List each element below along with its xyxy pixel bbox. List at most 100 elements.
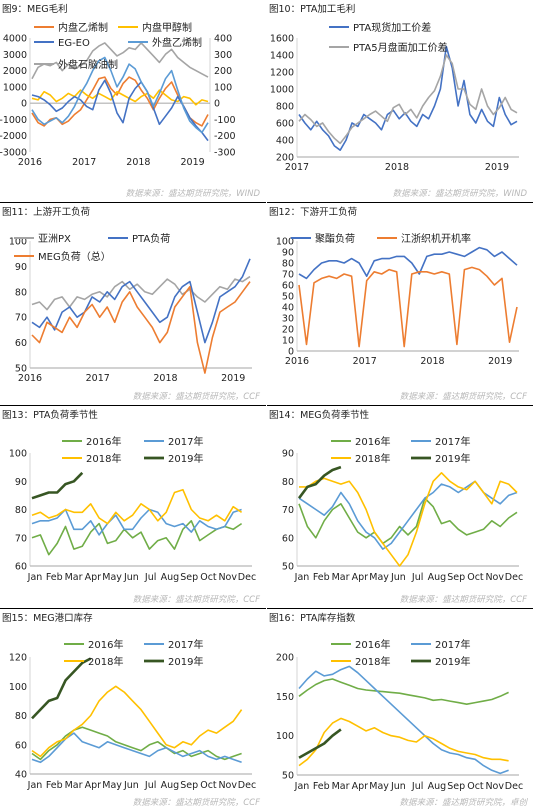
x-tick-label: Apr: [85, 780, 102, 791]
chart-source: 数据来源：盛达期货研究院，卓创: [399, 798, 527, 808]
series-line: [31, 281, 251, 374]
x-tick-label: Jun: [390, 781, 406, 792]
y-tick-label: 100: [9, 237, 27, 248]
chart-title: 图10：PTA加工毛利: [269, 4, 356, 15]
series-line: [298, 266, 518, 348]
x-tick-label: Mar: [65, 572, 83, 583]
legend-label: 内盘乙烯制: [58, 21, 108, 34]
series-line: [31, 508, 242, 536]
x-tick-label: Oct: [200, 572, 217, 583]
chart-source: 数据来源：盛达期货研究院，WIND: [125, 189, 260, 199]
y-tick-label: 150: [276, 692, 294, 703]
y-tick-label: 80: [282, 477, 294, 488]
legend-label: 2019年: [168, 452, 203, 465]
x-tick-label: Dec: [505, 572, 523, 583]
chart-title: 图15：MEG港口库存: [2, 613, 93, 624]
y-tick-label: 50: [282, 292, 294, 303]
chart-title: 图14：MEG负荷季节性: [269, 410, 370, 421]
y2-tick-label: 200: [214, 66, 232, 77]
legend-label: 2018年: [355, 452, 390, 465]
x-tick-label: Nov: [218, 572, 237, 583]
x-tick-label: May: [369, 781, 389, 792]
chart-source: 数据来源：盛达期货研究院，CCF: [132, 595, 260, 605]
x-tick-label: Jul: [144, 572, 156, 583]
series-line: [31, 89, 209, 106]
legend-label: 2018年: [88, 655, 123, 668]
x-tick-label: Jul: [144, 780, 156, 791]
chart-panel-pta-stock-index: 图16：PTA库存指数 50 100 150 200 Jan Feb Mar Apr May Ju…: [267, 609, 533, 812]
chart-panel-meg-margin: 图9：MEG毛利 -3000 -2000 -1000 0 1000 2000 3000 400…: [0, 0, 266, 203]
chart-title: 图11：上游开工负荷: [2, 207, 91, 218]
x-tick-label: Mar: [332, 781, 350, 792]
y-tick-label: 100: [276, 237, 294, 248]
y2-tick-label: -100: [214, 115, 236, 126]
legend-label: 外盘乙烯制: [152, 36, 202, 49]
y-tick-label: 90: [15, 477, 27, 488]
x-tick-label: Sep: [180, 780, 198, 791]
y2-tick-label: -200: [214, 131, 236, 142]
series-line: [297, 465, 342, 499]
chart-source: 数据来源：盛达期货研究院，WIND: [392, 189, 527, 199]
y-tick-label: 400: [276, 136, 294, 147]
y-tick-label: 60: [15, 338, 27, 349]
y-tick-label: 90: [282, 449, 294, 460]
y-tick-label: 1600: [270, 34, 294, 45]
series-line: [298, 246, 518, 280]
y-tick-label: 70: [15, 533, 27, 544]
y-tick-label: 20: [282, 325, 294, 336]
x-tick-label: Jun: [390, 572, 406, 583]
series-line: [298, 54, 518, 145]
y-tick-label: 70: [282, 505, 294, 516]
legend-label: 2017年: [435, 638, 470, 651]
chart-panel-pta-load-season: 图13：PTA负荷季节性 60 70 80 90 100 Jan Feb Mar Apr May J…: [0, 406, 266, 609]
y-tick-label: 600: [276, 119, 294, 130]
chart-svg: 200 400 600 800 1000 1200 1400 1600 2017 2018 2019…: [270, 21, 519, 173]
chart-title: 图12：下游开工负荷: [269, 207, 358, 218]
y-tick-label: 1400: [270, 51, 294, 62]
x-tick-label: Jun: [123, 572, 139, 583]
legend-label: 外盘石脑油制: [58, 58, 118, 71]
legend-label: MEG负荷（总）: [38, 250, 111, 263]
series-line: [31, 520, 243, 556]
x-tick-label: 2019: [180, 157, 204, 168]
x-tick-label: Sep: [447, 781, 465, 792]
chart-panel-meg-load-season: 图14：MEG负荷季节性 50 60 70 80 90 Jan Feb Mar Apr May Ju…: [267, 406, 533, 609]
x-tick-label: Oct: [467, 781, 484, 792]
y2-tick-label: 0: [214, 99, 220, 110]
legend-label: 2018年: [355, 655, 390, 668]
y-tick-label: 80: [282, 259, 294, 270]
x-tick-label: Jul: [411, 781, 423, 792]
x-tick-label: 2017: [86, 373, 110, 384]
y-tick-label: 50: [282, 562, 294, 573]
y-tick-label: 100: [276, 731, 294, 742]
legend-label: 2019年: [168, 655, 203, 668]
y-tick-label: 60: [15, 562, 27, 573]
series-line: [31, 79, 209, 142]
series-line: [31, 726, 242, 761]
y-tick-label: 80: [15, 505, 27, 516]
y-tick-label: -1000: [0, 115, 27, 126]
y-tick-label: 40: [15, 770, 27, 781]
y-tick-label: 2000: [3, 66, 27, 77]
x-tick-label: 2017: [353, 356, 377, 367]
x-tick-label: Feb: [46, 780, 63, 791]
x-tick-label: Mar: [332, 572, 350, 583]
y-tick-label: 70: [15, 313, 27, 324]
chart-panel-downstream-load: 图12：下游开工负荷 0 10 20 30 40 50 60 70 80 90 100 2016 201…: [267, 203, 533, 406]
y-tick-label: 50: [15, 364, 27, 375]
series-line: [299, 472, 518, 567]
x-tick-label: Apr: [352, 572, 369, 583]
y-tick-label: 10: [282, 336, 294, 347]
x-tick-label: 2017: [285, 162, 309, 173]
x-tick-label: 2019: [488, 356, 512, 367]
y-tick-label: 4000: [3, 34, 27, 45]
y-tick-label: -2000: [0, 131, 27, 142]
y-tick-label: 3000: [3, 50, 27, 61]
x-tick-label: Aug: [161, 780, 180, 791]
x-tick-label: 2018: [153, 373, 177, 384]
y-tick-label: 50: [282, 771, 294, 782]
y-tick-label: 800: [276, 102, 294, 113]
y-tick-label: 60: [15, 740, 27, 751]
x-tick-label: Dec: [505, 781, 523, 792]
